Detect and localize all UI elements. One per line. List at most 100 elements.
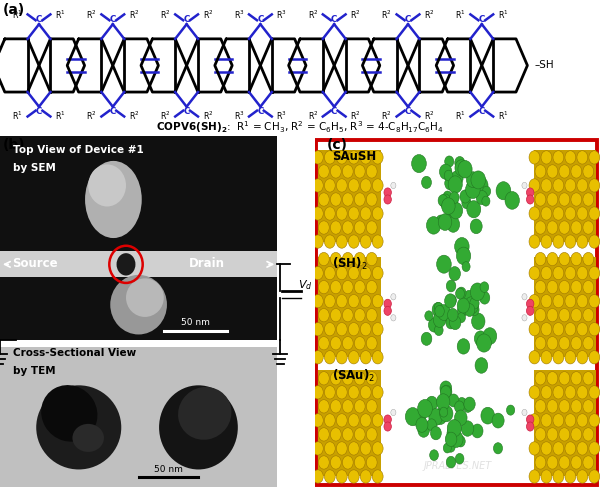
Circle shape [583,456,594,469]
Circle shape [559,165,570,178]
Circle shape [470,219,482,234]
Circle shape [325,414,335,427]
Circle shape [559,456,570,469]
Circle shape [529,386,540,399]
Circle shape [438,214,452,230]
Circle shape [313,266,323,280]
Circle shape [355,165,365,178]
Text: R$^{2}$: R$^{2}$ [160,110,170,122]
Circle shape [541,386,552,399]
Circle shape [372,351,383,364]
Circle shape [391,182,396,188]
Circle shape [361,386,371,399]
Circle shape [467,201,481,218]
Ellipse shape [36,385,121,469]
Circle shape [416,417,428,432]
Circle shape [547,309,558,322]
Circle shape [343,252,353,266]
Circle shape [529,235,540,248]
Text: R$^{2}$: R$^{2}$ [382,110,392,122]
Circle shape [366,372,377,385]
Text: R$^{1}$: R$^{1}$ [455,110,466,122]
Text: R$^{1}$: R$^{1}$ [455,9,466,21]
Circle shape [547,252,558,266]
Circle shape [571,193,582,206]
Circle shape [535,309,546,322]
Circle shape [471,171,485,189]
Ellipse shape [73,424,104,452]
Circle shape [541,179,552,192]
Circle shape [522,294,527,300]
Text: R$^{2}$: R$^{2}$ [350,110,361,122]
Circle shape [337,295,347,308]
Circle shape [455,288,464,299]
Text: by SEM: by SEM [13,163,55,173]
Circle shape [547,221,558,234]
Circle shape [571,221,582,234]
Circle shape [384,195,391,204]
Text: C: C [257,107,263,116]
Bar [0,251,277,278]
Circle shape [436,215,445,226]
Circle shape [448,308,458,321]
Circle shape [535,221,546,234]
Circle shape [319,428,329,441]
Circle shape [331,165,341,178]
Circle shape [559,221,570,234]
Text: $V_d$: $V_d$ [298,279,312,292]
Text: R$^{1}$: R$^{1}$ [498,110,508,122]
Circle shape [349,322,359,336]
Circle shape [444,197,458,215]
Circle shape [464,402,472,412]
Circle shape [461,421,474,436]
Ellipse shape [116,253,136,276]
Circle shape [361,414,371,427]
Circle shape [553,266,564,280]
Text: R$^{1}$: R$^{1}$ [498,9,508,21]
Circle shape [435,305,445,317]
Text: R$^{3}$: R$^{3}$ [277,110,287,122]
Circle shape [384,422,391,431]
Circle shape [372,235,383,248]
Circle shape [361,151,371,164]
Circle shape [432,302,444,317]
Circle shape [325,151,335,164]
Circle shape [577,151,588,164]
Text: (a): (a) [3,3,25,17]
Circle shape [366,428,377,441]
Circle shape [565,442,576,455]
Text: C: C [405,107,411,116]
Circle shape [553,235,564,248]
Circle shape [445,156,454,167]
Circle shape [349,442,359,455]
Bar [318,150,380,242]
Circle shape [547,281,558,294]
Text: R$^{2}$: R$^{2}$ [86,110,97,122]
Circle shape [361,179,371,192]
Circle shape [449,431,463,448]
Bar [535,370,596,476]
Circle shape [325,207,335,220]
Circle shape [571,337,582,350]
Circle shape [331,372,341,385]
Circle shape [355,221,365,234]
Circle shape [483,328,497,344]
Circle shape [343,309,353,322]
Circle shape [565,179,576,192]
Text: 50 nm: 50 nm [154,465,183,474]
Circle shape [474,177,488,194]
Circle shape [349,351,359,364]
Circle shape [535,337,546,350]
Circle shape [331,456,341,469]
Ellipse shape [126,279,164,317]
Circle shape [440,406,453,422]
Circle shape [427,419,436,431]
Circle shape [366,400,377,413]
Circle shape [421,332,432,345]
Circle shape [541,266,552,280]
Circle shape [355,193,365,206]
Circle shape [470,298,479,309]
Circle shape [482,186,491,196]
Circle shape [436,394,450,410]
Circle shape [456,436,465,447]
